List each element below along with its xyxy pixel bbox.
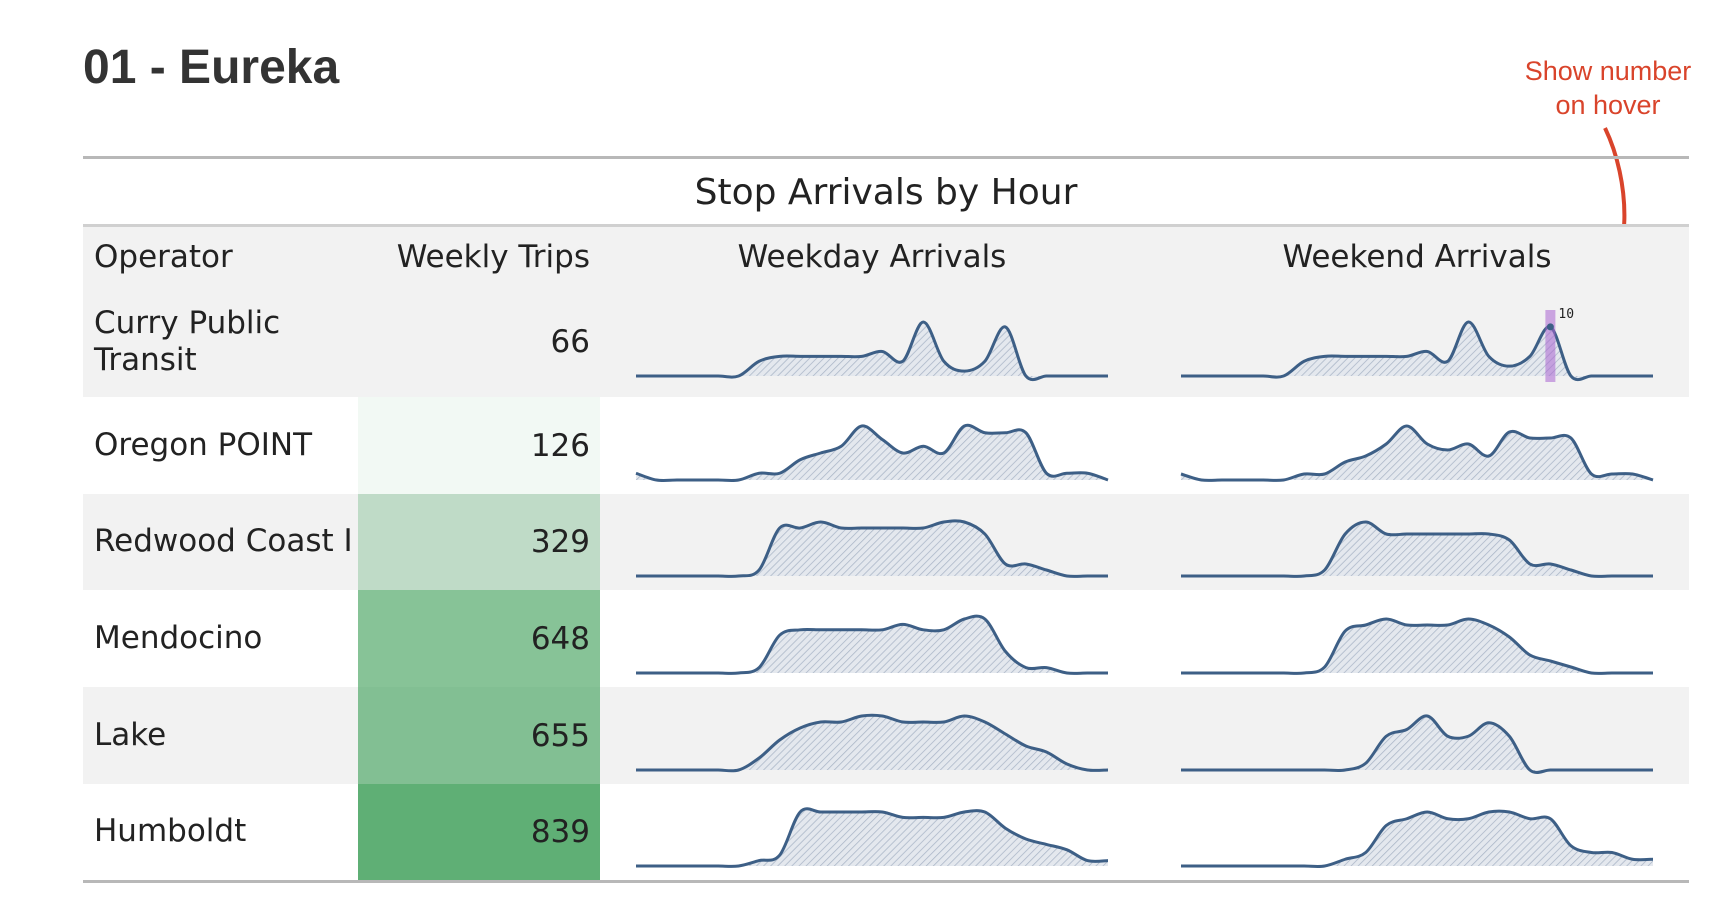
sparkline-area	[636, 520, 1108, 577]
trips-cell: 648	[358, 590, 600, 687]
sparkline-area	[636, 615, 1108, 673]
operator-cell: Redwood Coast I	[94, 523, 353, 560]
sparkline-area	[1181, 321, 1653, 380]
sparkline-line	[1181, 520, 1653, 578]
sparkline-line	[1181, 320, 1653, 382]
column-header: Operator	[94, 239, 233, 275]
sparkline-line	[1181, 809, 1654, 868]
trips-cell: 329	[358, 494, 600, 590]
operator-cell: Curry Public Transit	[94, 304, 281, 378]
trips-cell: 655	[358, 687, 600, 784]
sparkline: 10	[1181, 307, 1653, 382]
column-header: Weekend Arrivals	[1282, 239, 1552, 275]
sparkline	[1181, 616, 1653, 675]
sparkline	[1181, 713, 1653, 774]
sparkline-area	[636, 808, 1108, 867]
trips-cell: 66	[550, 324, 590, 360]
table-caption: Stop Arrivals by Hour	[694, 172, 1078, 213]
sparkline-area	[636, 322, 1108, 380]
sparkline	[636, 807, 1109, 868]
sparkline-line	[636, 519, 1108, 578]
operator-cell: Mendocino	[94, 619, 263, 656]
operator-cell: Lake	[94, 716, 167, 753]
sparkline	[1181, 809, 1654, 868]
sparkline	[636, 713, 1109, 772]
sparkline	[1181, 520, 1653, 578]
trips-cell: 839	[358, 784, 600, 880]
sparkline	[636, 519, 1108, 578]
page-title: 01 - Eureka	[83, 41, 340, 94]
trips-cell: 126	[358, 397, 600, 494]
sparkline-line	[1180, 423, 1654, 482]
hover-label: 10	[1558, 307, 1574, 322]
sparkline-line	[1181, 616, 1653, 675]
sparkline-line	[636, 713, 1109, 772]
column-header: Weekday Arrivals	[737, 239, 1007, 275]
sparkline	[636, 614, 1108, 675]
sparkline-area	[1181, 715, 1653, 772]
sparkline-area	[1181, 618, 1653, 673]
sparkline-area	[636, 424, 1108, 480]
sparkline	[636, 320, 1108, 382]
sparkline-line	[636, 320, 1108, 382]
operator-cell: Humboldt	[94, 813, 247, 850]
sparkline	[635, 423, 1109, 482]
sparkline-line	[635, 423, 1109, 482]
annotation: Show number	[1524, 56, 1692, 86]
operator-cell: Oregon POINT	[94, 426, 313, 463]
sparkline-area	[1181, 522, 1653, 577]
hover-highlight	[1545, 310, 1556, 382]
table-row	[83, 287, 1689, 397]
column-header: Weekly Trips	[396, 239, 590, 275]
sparkline	[1180, 423, 1654, 482]
sparkline-line	[636, 807, 1109, 868]
hover-point	[1546, 323, 1554, 331]
sparkline-area	[636, 714, 1108, 771]
sparkline-line	[1181, 713, 1653, 774]
sparkline-area	[1181, 811, 1653, 867]
annotation: on hover	[1555, 90, 1661, 120]
sparkline-line	[636, 614, 1108, 675]
